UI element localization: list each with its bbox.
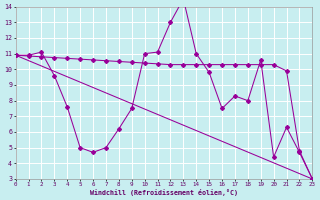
X-axis label: Windchill (Refroidissement éolien,°C): Windchill (Refroidissement éolien,°C) xyxy=(90,189,238,196)
